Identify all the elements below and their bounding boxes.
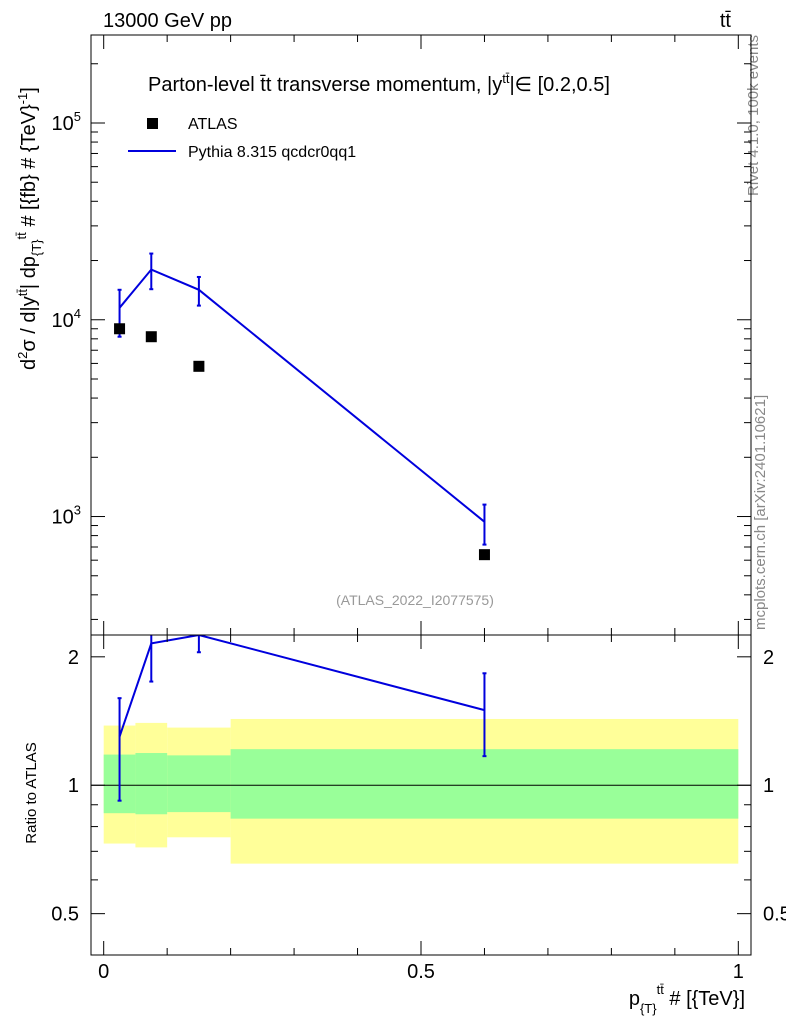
ylabel-c-sup: tt̄ <box>14 232 29 240</box>
y-tick-base: 10 <box>52 113 74 135</box>
uncertainty-band-inner <box>167 755 231 813</box>
data-point <box>145 331 157 343</box>
xlabel-a: p <box>629 988 640 1010</box>
uncertainty-band-inner <box>135 753 168 815</box>
beam-label: 13000 GeV pp <box>103 10 232 32</box>
plot-title-text: Parton-level t̄t transverse momentum, |y <box>148 74 502 96</box>
ratio-y-tick-label-right: 1 <box>763 775 774 797</box>
legend-data-label: ATLAS <box>188 116 238 133</box>
main-ylabel: d2σ / d|ytt̄| dp{T}tt̄ # [{fb} # {TeV}-1… <box>14 87 44 370</box>
plot-title-sup: tt̄ <box>502 71 510 86</box>
ratio-y-tick-label-right: 0.5 <box>763 904 786 926</box>
ylabel-a-sup: 2 <box>15 352 30 359</box>
analysis-id: (ATLAS_2022_I2077575) <box>336 592 494 608</box>
ylabel-c-sub: {T} <box>29 239 44 256</box>
xlabel-a-sup: tt̄ <box>657 982 665 997</box>
ylabel-b: σ / d|y <box>18 296 40 351</box>
legend-data-marker <box>147 118 158 129</box>
xlabel-b: # [{TeV}] <box>664 988 745 1010</box>
ylabel-a: d <box>18 359 40 370</box>
y-tick-exp: 3 <box>74 503 81 518</box>
ylabel-e: ] <box>18 87 40 93</box>
legend-mc-label: Pythia 8.315 qcdcr0qq1 <box>188 144 356 161</box>
y-tick-label: 103 <box>52 503 81 529</box>
rivet-version-label: Rivet 4.1.0, 100k events <box>745 35 762 196</box>
plot-title-suffix: |∈ [0.2,0.5] <box>509 74 609 96</box>
mcplots-label: mcplots.cern.ch [arXiv:2401.10621] <box>752 395 769 630</box>
ratio-y-tick-label: 0.5 <box>51 904 79 926</box>
xlabel-a-sub: {T} <box>640 1001 657 1016</box>
process-label: tt̄ <box>720 10 732 32</box>
y-tick-label: 104 <box>52 306 81 332</box>
y-tick-base: 10 <box>52 310 74 332</box>
data-point <box>478 549 490 561</box>
ylabel-c: | dp <box>18 256 40 289</box>
y-tick-base: 10 <box>52 507 74 529</box>
x-axis-label: p{T}tt̄ # [{TeV}] <box>629 982 745 1016</box>
data-point <box>193 360 205 372</box>
data-point <box>114 323 126 335</box>
ylabel-b-sup: tt̄ <box>15 289 30 297</box>
ratio-y-tick-label: 1 <box>68 775 79 797</box>
x-tick-label: 0.5 <box>407 961 435 983</box>
uncertainty-band-inner <box>230 749 739 819</box>
ylabel-d-sup: -1 <box>15 93 30 105</box>
ratio-ylabel: Ratio to ATLAS <box>23 742 40 843</box>
ratio-y-tick-label: 2 <box>68 647 79 669</box>
ratio-panel: 0.5 0.5 1 1 2 2 0 0.5 1 Ratio to ATLAS p{T}tt̄ #… <box>23 634 786 1016</box>
y-tick-exp: 4 <box>74 306 81 321</box>
ratio-y-tick-label-right: 2 <box>763 647 774 669</box>
y-tick-exp: 5 <box>74 109 81 124</box>
ratio-mc-line <box>118 635 485 737</box>
ylabel-d: # [{fb} # {TeV} <box>18 104 40 232</box>
x-tick-label: 1 <box>733 961 744 983</box>
plot-title: Parton-level t̄t transverse momentum, |y… <box>148 71 610 96</box>
x-tick-label: 0 <box>98 961 109 983</box>
y-tick-label: 105 <box>52 109 81 135</box>
mc-line <box>118 268 486 523</box>
